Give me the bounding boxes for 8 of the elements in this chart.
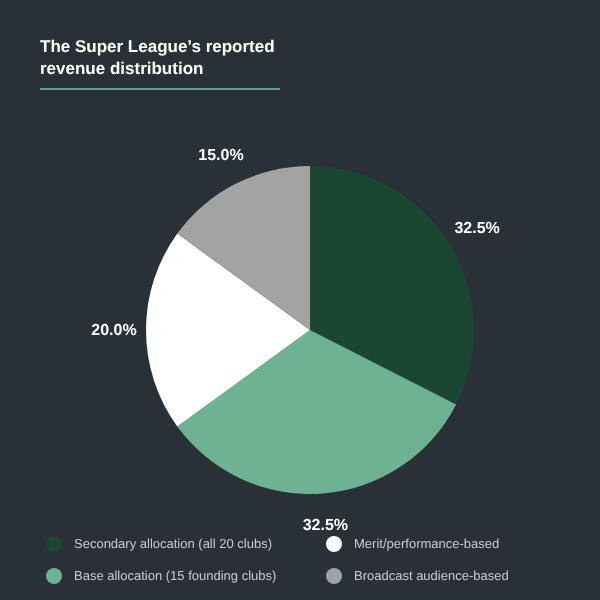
- pie-slice: [146, 233, 310, 427]
- data-label: 32.5%: [454, 218, 500, 237]
- chart-title: The Super League’s reported revenue distribution: [40, 36, 280, 90]
- data-label: 15.0%: [198, 146, 244, 165]
- pie-slice: [177, 330, 457, 494]
- data-label: 32.5%: [302, 516, 349, 535]
- data-label: 20.0%: [91, 321, 137, 339]
- pie-slice: [177, 166, 310, 330]
